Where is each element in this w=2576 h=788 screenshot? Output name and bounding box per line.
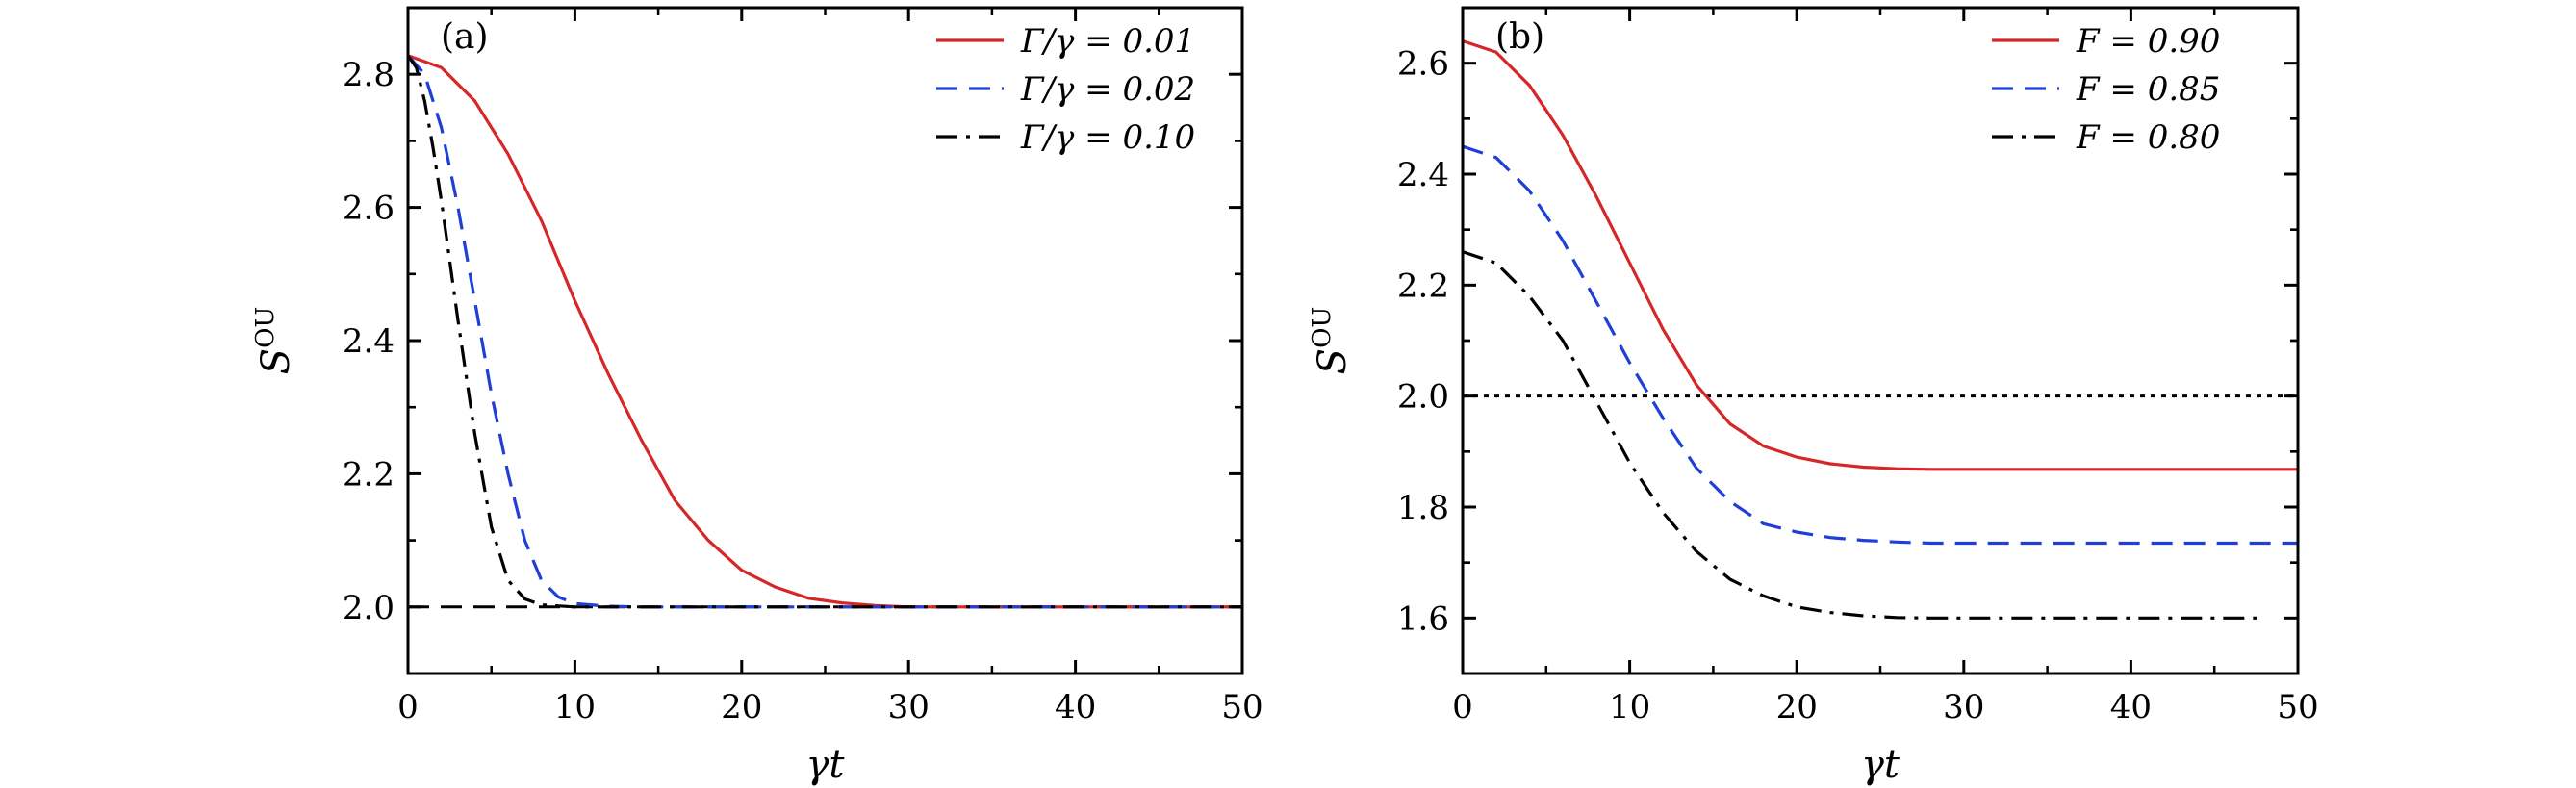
x-tick-label: 10 xyxy=(1609,688,1650,726)
series-line-3 xyxy=(1463,250,2265,620)
x-tick-label: 30 xyxy=(1943,688,1984,726)
y-axis-label: SOU xyxy=(1308,307,1355,375)
legend-label: Γ/γ = 0.01 xyxy=(1020,22,1195,61)
x-axis-label: γt xyxy=(806,743,846,787)
series-line-1 xyxy=(1463,39,2298,471)
y-tick-label: 1.8 xyxy=(1397,489,1449,527)
y-tick-label: 2.8 xyxy=(343,56,395,94)
legend-label: Γ/γ = 0.10 xyxy=(1020,118,1195,157)
y-tick-label: 2.4 xyxy=(1397,156,1449,194)
x-tick-label: 20 xyxy=(1776,688,1818,726)
y-tick-label: 2.6 xyxy=(343,190,395,228)
x-tick-label: 50 xyxy=(2277,688,2318,726)
x-tick-label: 40 xyxy=(2110,688,2152,726)
x-tick-label: 0 xyxy=(397,688,419,726)
legend-label: F = 0.80 xyxy=(2076,118,2220,157)
x-tick-label: 30 xyxy=(888,688,930,726)
series-line-2 xyxy=(1463,144,2298,546)
y-tick-label: 2.6 xyxy=(1397,45,1449,84)
legend-label: Γ/γ = 0.02 xyxy=(1020,70,1195,109)
legend-label: F = 0.85 xyxy=(2076,70,2220,109)
y-tick-label: 2.2 xyxy=(343,455,395,494)
series-line-3 xyxy=(408,54,1242,609)
x-tick-label: 20 xyxy=(721,688,762,726)
y-tick-label: 1.6 xyxy=(1397,599,1449,638)
x-tick-label: 40 xyxy=(1055,688,1096,726)
x-axis-label: γt xyxy=(1861,743,1900,787)
series-line-2 xyxy=(408,54,1242,609)
y-tick-label: 2.0 xyxy=(1397,378,1449,417)
panel-label: (a) xyxy=(441,17,489,57)
y-axis-label: SOU xyxy=(251,307,298,375)
x-tick-label: 0 xyxy=(1452,688,1473,726)
y-tick-label: 2.4 xyxy=(343,322,395,361)
x-tick-label: 10 xyxy=(554,688,596,726)
y-tick-label: 2.0 xyxy=(343,589,395,627)
panel-b: 0 10 20 30 40 50 1.6 1.8 2.0 2.2 2.4 2.6 γt SOU (b) F =… xyxy=(1308,6,2319,787)
panel-a: 0 10 20 30 40 50 2.0 2.2 2.4 2.6 2.8 γt SOU (a) Γ/γ = … xyxy=(251,6,1263,787)
legend-label: F = 0.90 xyxy=(2076,22,2220,61)
y-tick-label: 2.2 xyxy=(1397,267,1449,305)
panel-label: (b) xyxy=(1495,17,1544,57)
x-tick-label: 50 xyxy=(1221,688,1262,726)
